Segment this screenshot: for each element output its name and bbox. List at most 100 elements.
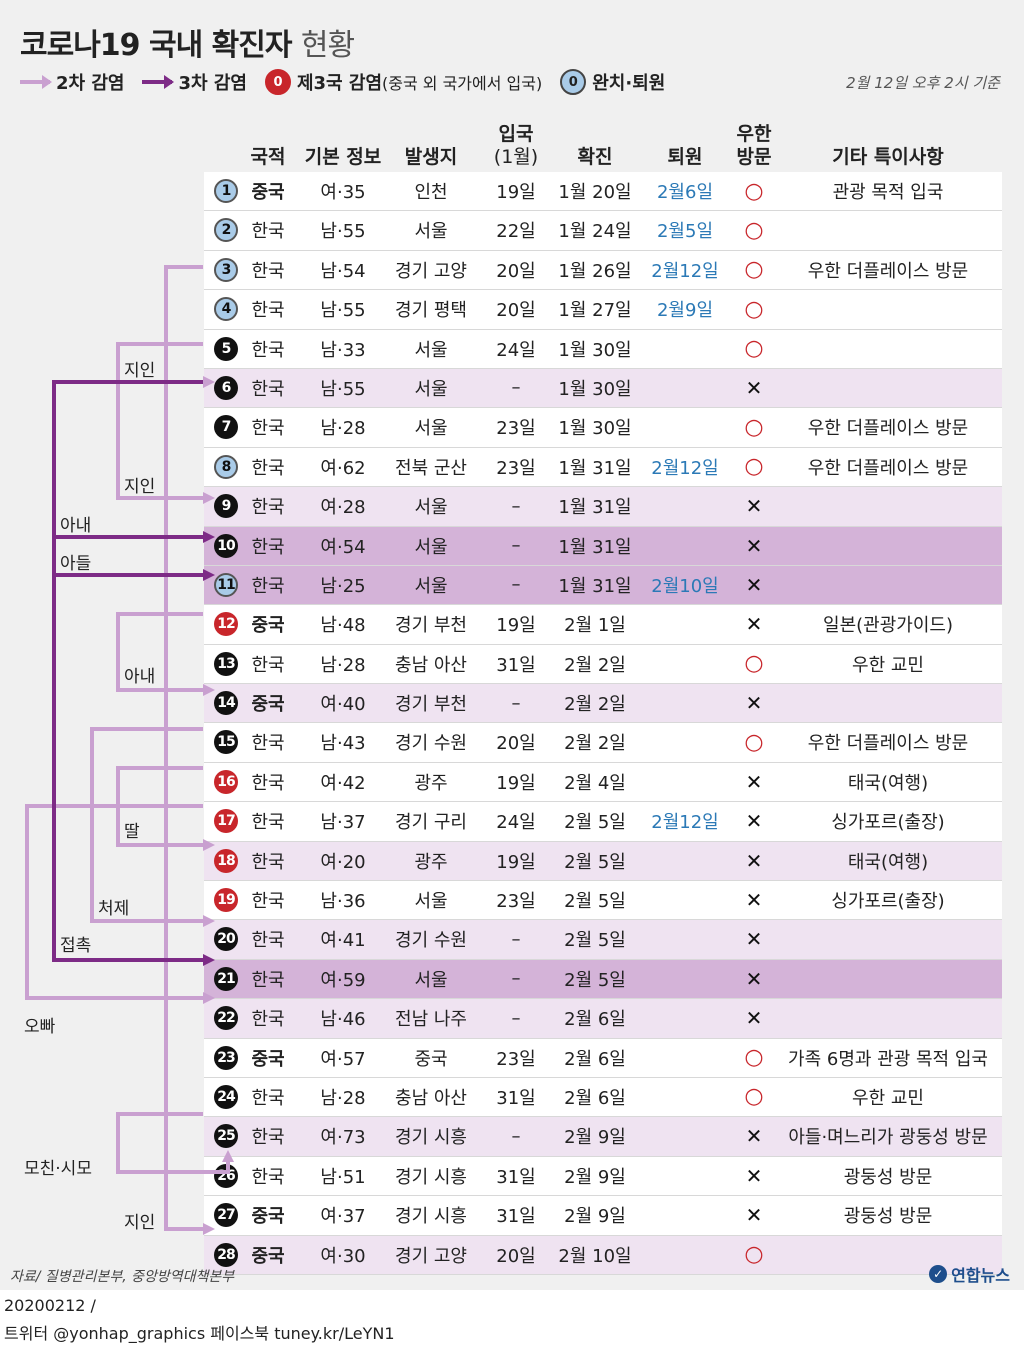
table-row: 5 한국 남·33 서울 24일 1월 30일 ○ xyxy=(204,329,1002,369)
cell-nationality: 중국 xyxy=(251,1206,285,1228)
cell-confirmed: 1월 30일 xyxy=(558,418,632,440)
table-row: 21 한국 여·59 서울 – 2월 5일 ✕ xyxy=(204,959,1002,1000)
table-row: 2 한국 남·55 서울 22일 1월 24일 2월5일 ○ xyxy=(204,211,1002,251)
logo-text: 연합뉴스 xyxy=(951,1266,1010,1285)
legend: 2차 감염 3차 감염 0 제3국 감염 (중국 외 국가에서 입국) 0 완치·… xyxy=(20,68,683,96)
cell-origin: 경기 수원 xyxy=(395,733,467,755)
cell-basic-info: 남·43 xyxy=(320,733,366,755)
cell-discharge: 2월12일 xyxy=(651,260,719,282)
footer-social: 트위터 @yonhap_graphics 페이스북 tuney.kr/LeYN1 xyxy=(4,1324,395,1343)
header-nationality: 국적 xyxy=(250,146,286,169)
case-number-badge: 13 xyxy=(214,651,238,676)
header-entry-sub: (1월) xyxy=(493,146,539,169)
cell-origin: 전남 나주 xyxy=(395,1009,467,1031)
cell-confirmed: 2월 2일 xyxy=(564,694,626,716)
table-row: 3 한국 남·54 경기 고양 20일 1월 26일 2월12일 ○ 우한 더플레이스 방문 xyxy=(204,250,1002,291)
cell-nationality: 한국 xyxy=(251,772,285,794)
cell-nationality: 한국 xyxy=(251,1166,285,1188)
cell-origin: 서울 xyxy=(414,575,448,597)
table-row: 11 한국 남·25 서울 – 1월 31일 2월10일 ✕ xyxy=(204,565,1002,606)
cell-origin: 경기 부천 xyxy=(395,694,467,716)
cell-confirmed: 1월 31일 xyxy=(558,575,632,597)
table-row: 22 한국 남·46 전남 나주 – 2월 6일 ✕ xyxy=(204,999,1002,1039)
cell-entry: 31일 xyxy=(496,1166,536,1188)
cell-notes: 싱가포르(출장) xyxy=(831,891,945,913)
cell-basic-info: 여·62 xyxy=(320,457,366,479)
cell-nationality: 한국 xyxy=(251,812,285,834)
relation-wife-2: 아내 xyxy=(124,667,156,687)
cell-confirmed: 2월 2일 xyxy=(564,654,626,676)
x-mark-icon: ✕ xyxy=(745,533,763,558)
table-row: 23 중국 여·57 중국 23일 2월 6일 ○ 가족 6명과 관광 목적 입국 xyxy=(204,1038,1002,1078)
header-origin: 발생지 xyxy=(404,146,458,169)
cell-origin: 경기 구리 xyxy=(395,812,467,834)
cell-confirmed: 1월 31일 xyxy=(558,457,632,479)
cell-origin: 충남 아산 xyxy=(395,1087,467,1109)
case-number-badge: 3 xyxy=(214,257,238,282)
cell-entry: 19일 xyxy=(496,851,536,873)
line-12-to-14 xyxy=(116,612,203,692)
table-row: 28 중국 여·30 경기 고양 20일 2월 10일 ○ xyxy=(204,1235,1002,1275)
cell-entry: – xyxy=(511,535,521,557)
cell-notes: 아들·며느리가 광둥성 방문 xyxy=(788,1127,988,1149)
cell-notes: 우한 더플레이스 방문 xyxy=(807,418,969,440)
cell-nationality: 한국 xyxy=(251,851,285,873)
cell-nationality: 중국 xyxy=(251,182,285,203)
cell-notes: 일본(관광가이드) xyxy=(823,615,953,637)
legend-second-infection: 2차 감염 xyxy=(20,69,124,95)
relation-acquaintance-3: 지인 xyxy=(124,1213,156,1233)
cell-nationality: 중국 xyxy=(251,694,285,716)
cell-origin: 경기 시흥 xyxy=(395,1127,467,1149)
table-row: 16 한국 여·42 광주 19일 2월 4일 ✕ 태국(여행) xyxy=(204,762,1002,803)
cell-notes: 우한 더플레이스 방문 xyxy=(807,457,969,479)
cell-nationality: 한국 xyxy=(251,221,285,243)
cell-origin: 서울 xyxy=(414,969,448,991)
header-wuhan-label: 우한 xyxy=(736,122,772,145)
cell-nationality: 한국 xyxy=(251,930,285,952)
cell-basic-info: 남·51 xyxy=(320,1166,366,1188)
x-mark-icon: ✕ xyxy=(745,1163,763,1188)
cell-notes: 광둥성 방문 xyxy=(843,1206,933,1228)
cell-discharge: 2월9일 xyxy=(656,300,714,322)
cell-entry: 23일 xyxy=(496,457,536,479)
cell-basic-info: 여·28 xyxy=(320,497,366,519)
case-number-badge: 22 xyxy=(214,1006,238,1031)
arrowhead-21 xyxy=(203,954,215,966)
header-entry-label: 입국 xyxy=(498,122,534,145)
arrowhead-9 xyxy=(203,492,215,504)
cell-entry: – xyxy=(511,377,521,399)
cell-confirmed: 2월 6일 xyxy=(564,1048,626,1070)
cell-basic-info: 남·48 xyxy=(320,615,366,637)
cell-nationality: 한국 xyxy=(251,1127,285,1149)
cell-notes: 싱가포르(출장) xyxy=(831,812,945,834)
case-number-badge: 15 xyxy=(214,730,238,755)
x-mark-icon: ✕ xyxy=(745,494,763,519)
case-number-badge: 24 xyxy=(214,1084,238,1109)
case-number-badge: 7 xyxy=(214,415,238,440)
cell-nationality: 한국 xyxy=(251,339,285,361)
cell-notes: 태국(여행) xyxy=(847,772,929,794)
relation-contact: 접촉 xyxy=(60,936,92,956)
cell-origin: 전북 군산 xyxy=(395,457,467,479)
x-mark-icon: ✕ xyxy=(745,769,763,794)
x-mark-icon: ✕ xyxy=(745,612,763,637)
cell-basic-info: 여·35 xyxy=(320,182,366,203)
cell-entry: 20일 xyxy=(496,733,536,755)
cell-notes: 우한 더플레이스 방문 xyxy=(807,733,969,755)
case-number-badge: 14 xyxy=(214,691,238,716)
relation-mother: 모친·시모 xyxy=(24,1159,92,1179)
cell-origin: 경기 평택 xyxy=(395,300,467,322)
table-row: 19 한국 남·36 서울 23일 2월 5일 ✕ 싱가포르(출장) xyxy=(204,881,1002,921)
cell-origin: 경기 부천 xyxy=(395,615,467,637)
cell-nationality: 중국 xyxy=(251,615,285,637)
cell-notes: 우한 교민 xyxy=(852,1087,924,1109)
cell-entry: 22일 xyxy=(496,221,536,243)
cell-confirmed: 2월 2일 xyxy=(564,733,626,755)
cell-basic-info: 남·55 xyxy=(320,221,366,243)
case-number-badge: 9 xyxy=(214,494,238,519)
red-circle-icon: 0 xyxy=(264,69,291,95)
cell-basic-info: 여·37 xyxy=(320,1206,366,1228)
cell-origin: 인천 xyxy=(414,182,448,203)
table-row: 20 한국 여·41 경기 수원 – 2월 5일 ✕ xyxy=(204,920,1002,960)
